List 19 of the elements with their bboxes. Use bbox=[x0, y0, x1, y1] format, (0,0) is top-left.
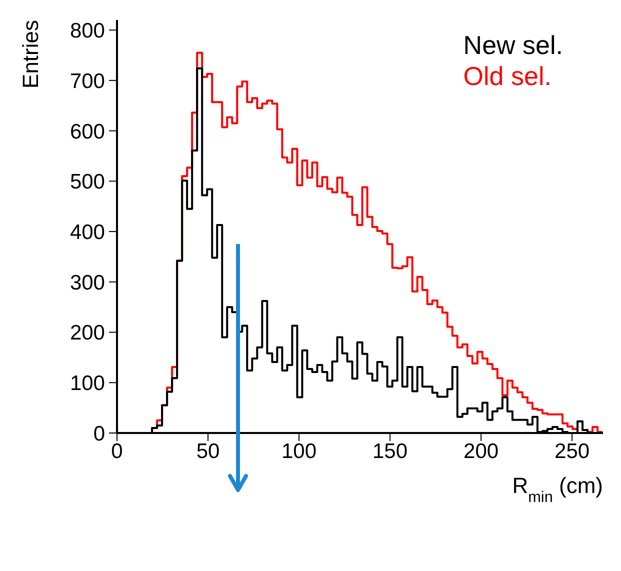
x-tick-label: 200 bbox=[464, 440, 499, 463]
x-tick-label: 50 bbox=[196, 440, 220, 463]
y-tick-label: 100 bbox=[70, 372, 105, 396]
x-tick-label: 250 bbox=[554, 440, 590, 463]
text: Old sel. bbox=[463, 61, 552, 92]
x-tick-label: 150 bbox=[372, 440, 408, 463]
y-tick-label: 700 bbox=[70, 70, 105, 93]
x-axis-title: R$_{min}$ (cm) bbox=[512, 473, 603, 506]
y-tick-label: 800 bbox=[70, 20, 105, 43]
x-tick-label: 0 bbox=[111, 440, 123, 463]
x-tick-label: 100 bbox=[282, 440, 317, 463]
y-tick-label: 400 bbox=[70, 220, 105, 244]
y-tick-label: 0 bbox=[93, 422, 105, 446]
text: New sel. bbox=[463, 30, 563, 61]
y-axis-title: Entries bbox=[18, 20, 43, 88]
y-tick-label: 200 bbox=[70, 322, 105, 345]
y-tick-label: 500 bbox=[70, 170, 105, 194]
y-tick-label: 600 bbox=[70, 120, 105, 144]
y-tick-label: 300 bbox=[70, 271, 105, 294]
